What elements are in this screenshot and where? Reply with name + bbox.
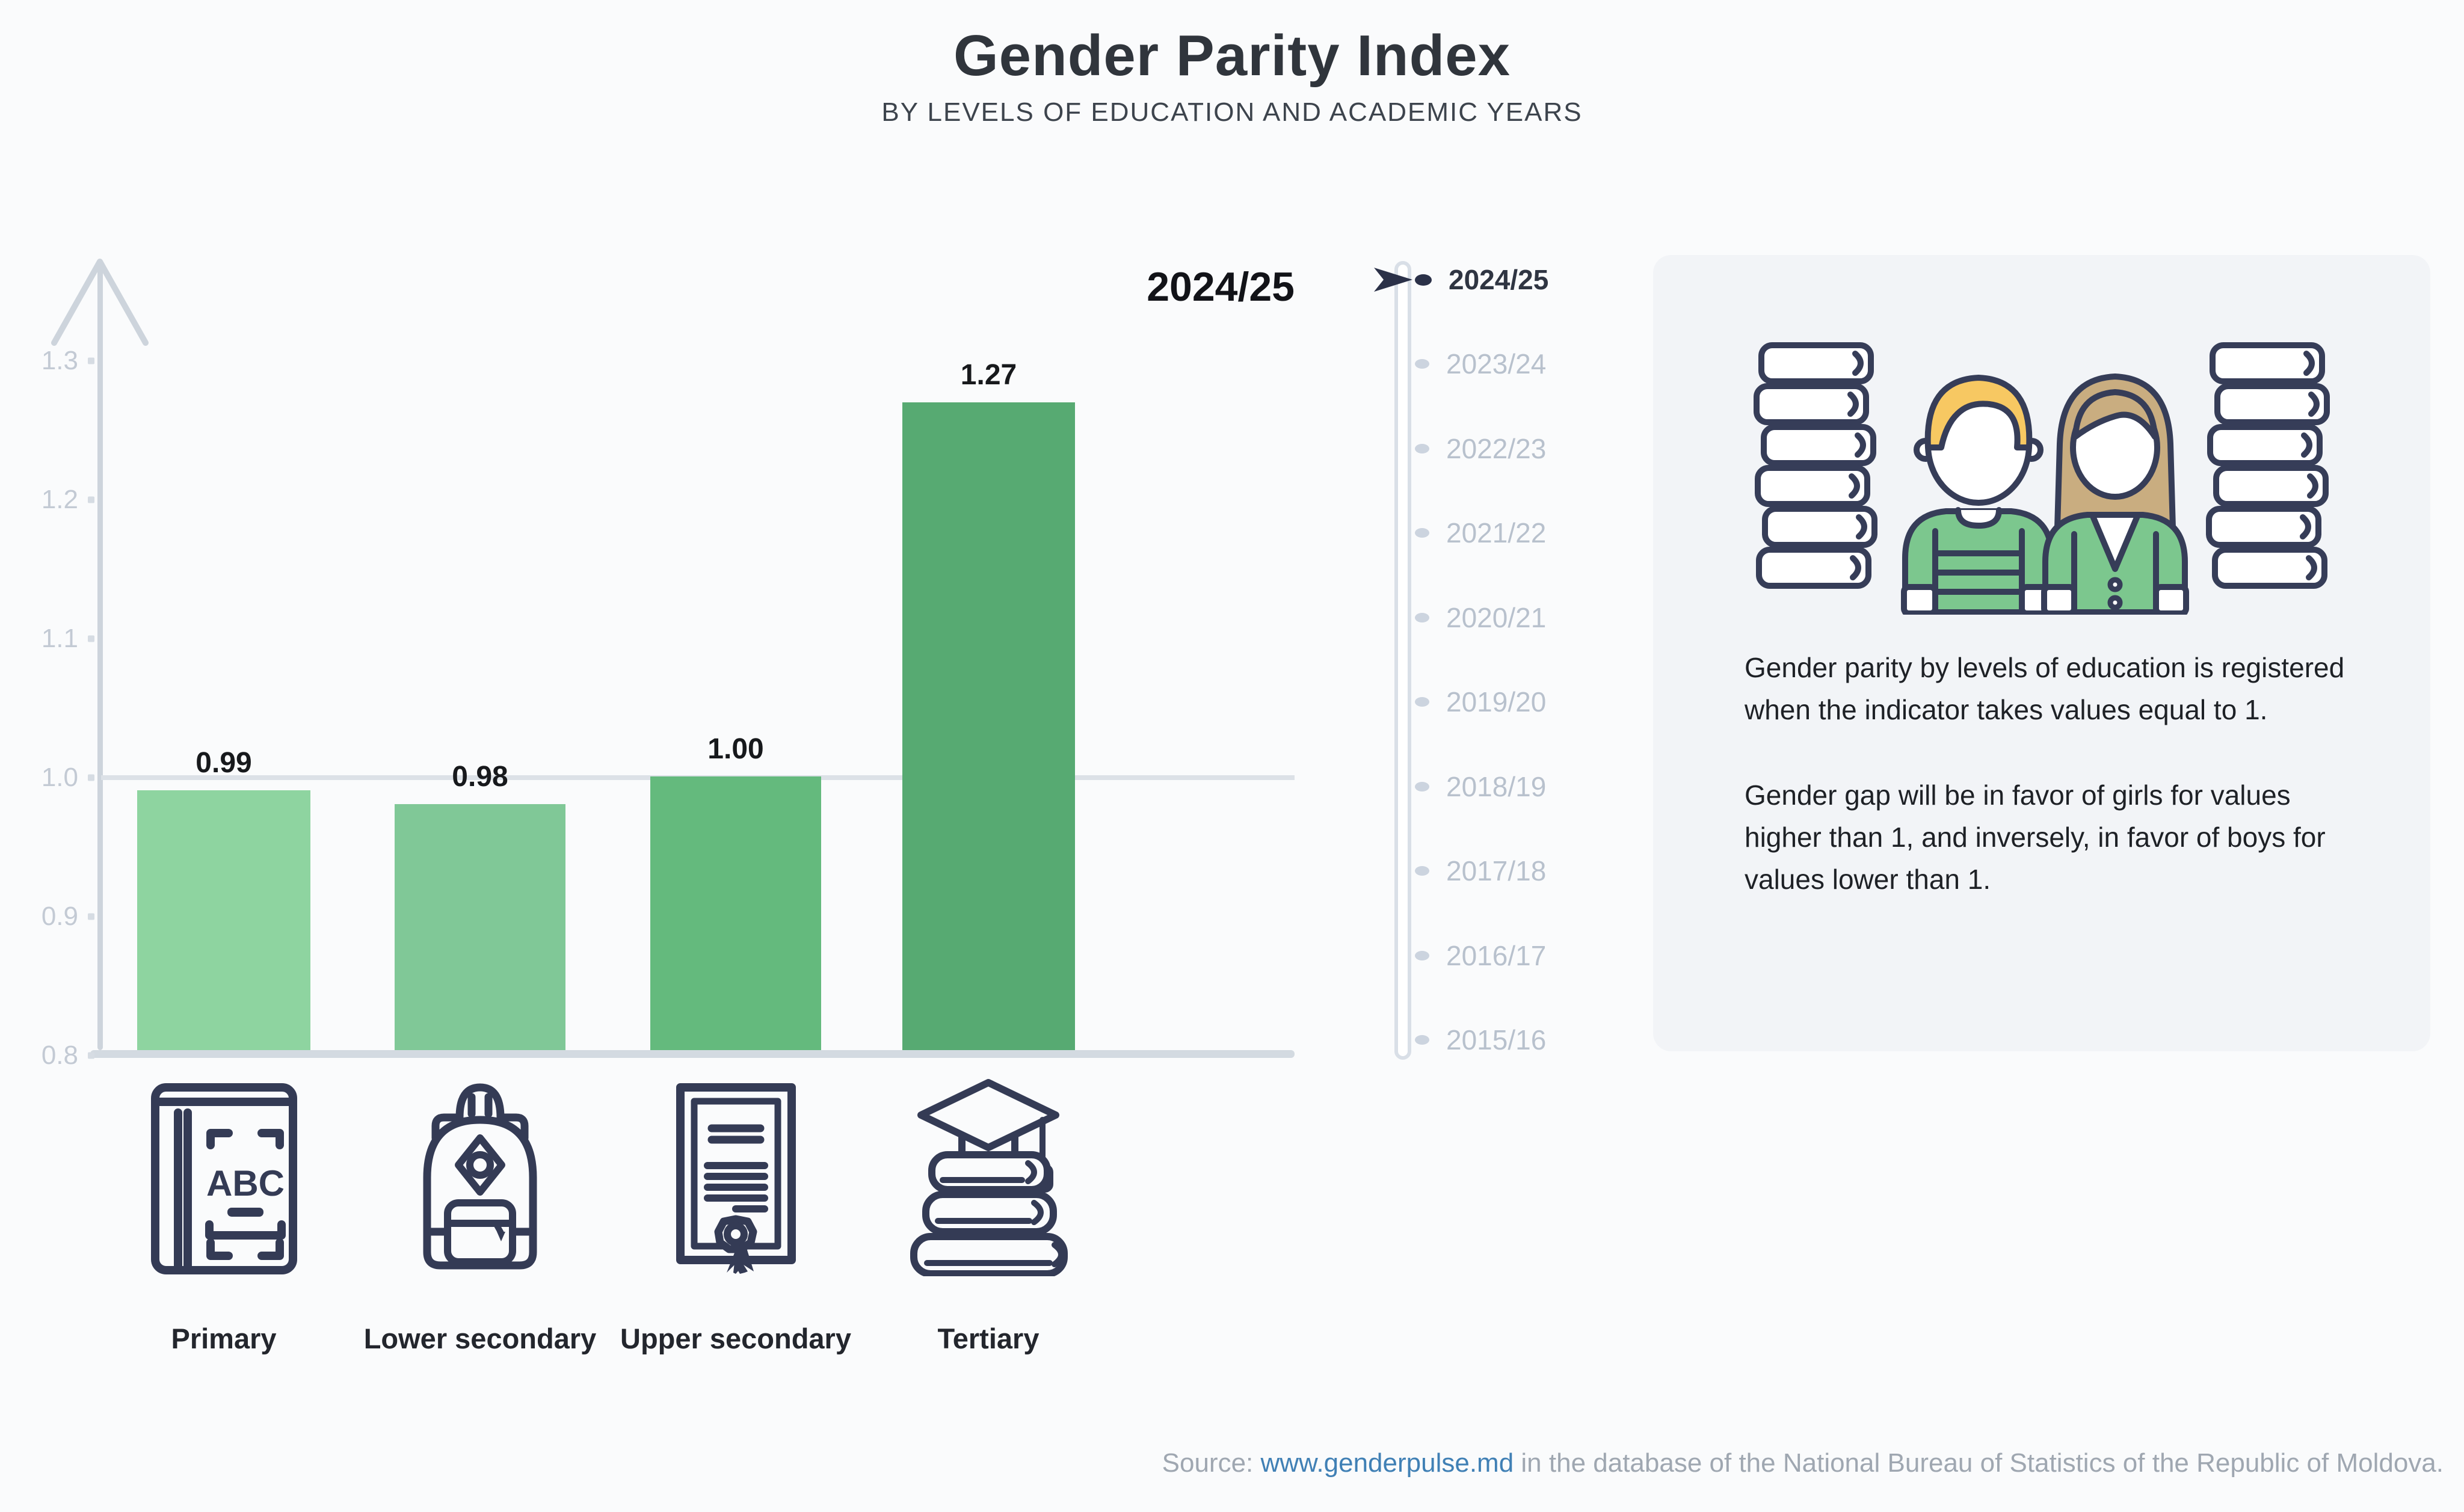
- books-graduation-cap-icon: [910, 1079, 1068, 1276]
- source-link[interactable]: www.genderpulse.md: [1260, 1448, 1514, 1478]
- year-dot: [1415, 359, 1429, 369]
- year-marker-arrow-icon[interactable]: [1373, 265, 1416, 294]
- source-line: Source: www.genderpulse.md in the databa…: [1162, 1448, 2444, 1478]
- y-axis-tick: [88, 357, 94, 364]
- info-panel: Gender parity by levels of education is …: [1653, 255, 2430, 1051]
- y-tick-label: 1.3: [41, 346, 78, 375]
- year-option-2015-16[interactable]: 2015/16: [1415, 1023, 1546, 1057]
- y-axis-line: [97, 262, 103, 1050]
- page-title: Gender Parity Index: [953, 23, 1511, 88]
- bar-column-upper-secondary: 1.00: [650, 733, 821, 1050]
- year-option-2016-17[interactable]: 2016/17: [1415, 939, 1546, 973]
- year-dot: [1415, 866, 1429, 876]
- year-dot: [1415, 613, 1429, 622]
- year-dot: [1415, 528, 1429, 538]
- info-text: Gender parity by levels of education is …: [1745, 647, 2368, 901]
- bar-column-primary: 0.99: [137, 746, 310, 1050]
- info-paragraph-2: Gender gap will be in favor of girls for…: [1745, 779, 2326, 895]
- current-year-label: 2024/25: [1147, 264, 1295, 310]
- page-subtitle: BY LEVELS OF EDUCATION AND ACADEMIC YEAR…: [881, 97, 1583, 127]
- year-option-2021-22[interactable]: 2021/22: [1415, 516, 1546, 550]
- bar-column-lower-secondary: 0.98: [395, 760, 565, 1050]
- year-option-2019-20[interactable]: 2019/20: [1415, 685, 1546, 719]
- category-label-lower-secondary: Lower secondary: [363, 1323, 597, 1354]
- year-option-2024-25[interactable]: 2024/25: [1415, 263, 1548, 297]
- abc-book-icon: ABC: [151, 1083, 297, 1274]
- svg-text:ABC: ABC: [206, 1163, 285, 1203]
- y-axis-tick: [88, 774, 94, 781]
- y-axis-tick: [88, 496, 94, 503]
- header: Gender Parity Index BY LEVELS OF EDUCATI…: [0, 23, 2464, 128]
- year-option-2017-18[interactable]: 2017/18: [1415, 854, 1546, 888]
- bar-value-label: 0.99: [196, 747, 252, 779]
- y-tick-label: 1.2: [41, 485, 78, 514]
- year-selector: 2024/25 2023/24 2022/23 2021/22 2020/21 …: [1373, 261, 1710, 1061]
- year-dot: [1415, 697, 1429, 707]
- y-axis-tick: [88, 913, 94, 920]
- source-suffix: in the database of the National Bureau o…: [1514, 1448, 2444, 1478]
- year-dot: [1415, 951, 1429, 960]
- bar-primary[interactable]: [137, 790, 310, 1050]
- category-label-upper-secondary: Upper secondary: [620, 1323, 851, 1354]
- boy-girl-books-illustration-icon: [1754, 342, 2330, 615]
- bar-tertiary[interactable]: [902, 402, 1075, 1050]
- bar-value-label: 0.98: [452, 761, 508, 793]
- year-option-2020-21[interactable]: 2020/21: [1415, 601, 1546, 635]
- backpack-icon: [423, 1083, 537, 1270]
- y-tick-label: 0.9: [41, 902, 78, 931]
- year-dot: [1415, 1035, 1429, 1045]
- category-label-tertiary: Tertiary: [937, 1323, 1040, 1354]
- category-label-primary: Primary: [171, 1323, 277, 1354]
- x-axis-baseline: [90, 1050, 1295, 1058]
- bar-value-label: 1.27: [960, 359, 1017, 391]
- year-option-2022-23[interactable]: 2022/23: [1415, 432, 1546, 466]
- year-dot: [1415, 444, 1429, 453]
- info-paragraph-1: Gender parity by levels of education is …: [1745, 652, 2345, 725]
- year-option-2018-19[interactable]: 2018/19: [1415, 770, 1546, 804]
- bar-column-tertiary: 1.27: [902, 358, 1075, 1050]
- source-prefix: Source:: [1162, 1448, 1261, 1478]
- bar-value-label: 1.00: [707, 733, 764, 765]
- diploma-icon: [676, 1083, 796, 1274]
- year-option-2023-24[interactable]: 2023/24: [1415, 347, 1546, 381]
- y-tick-label: 1.1: [41, 624, 78, 653]
- year-slider-track[interactable]: [1394, 261, 1411, 1060]
- y-axis-tick: [88, 1052, 94, 1059]
- y-axis-tick: [88, 635, 94, 642]
- y-axis-arrow-icon: [51, 259, 149, 346]
- bar-upper-secondary[interactable]: [650, 776, 821, 1050]
- y-tick-label: 1.0: [41, 763, 78, 792]
- year-dot: [1415, 274, 1432, 286]
- y-tick-label: 0.8: [41, 1040, 78, 1070]
- bar-lower-secondary[interactable]: [395, 804, 565, 1050]
- year-dot: [1415, 782, 1429, 791]
